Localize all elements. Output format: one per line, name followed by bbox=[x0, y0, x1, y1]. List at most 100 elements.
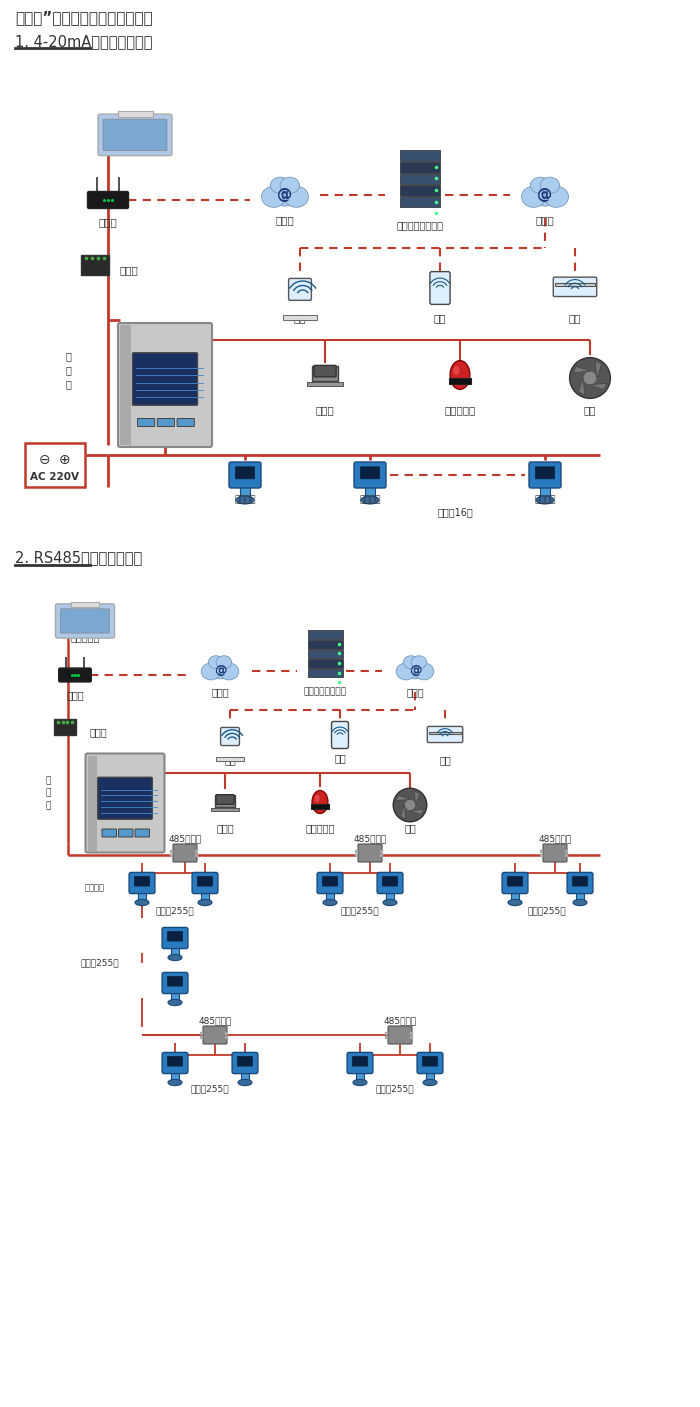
Text: 1. 4-20mA信号连接系统图: 1. 4-20mA信号连接系统图 bbox=[15, 34, 153, 49]
Ellipse shape bbox=[402, 657, 428, 678]
Ellipse shape bbox=[219, 663, 239, 680]
FancyBboxPatch shape bbox=[167, 976, 183, 986]
Bar bbox=[81, 255, 109, 274]
Text: 信号输出: 信号输出 bbox=[534, 495, 556, 505]
FancyBboxPatch shape bbox=[314, 366, 336, 377]
Circle shape bbox=[583, 371, 597, 386]
FancyBboxPatch shape bbox=[129, 872, 155, 893]
FancyBboxPatch shape bbox=[229, 461, 261, 488]
Ellipse shape bbox=[414, 663, 434, 680]
Bar bbox=[216, 757, 244, 761]
Text: 互联网: 互联网 bbox=[536, 215, 554, 225]
Text: 电脑: 电脑 bbox=[224, 756, 236, 765]
Text: 可连接255台: 可连接255台 bbox=[80, 958, 119, 968]
FancyBboxPatch shape bbox=[59, 668, 91, 682]
Ellipse shape bbox=[209, 656, 224, 668]
Bar bbox=[576, 892, 584, 902]
Text: 电脑: 电脑 bbox=[294, 312, 307, 324]
Bar bbox=[400, 173, 440, 184]
FancyBboxPatch shape bbox=[567, 872, 593, 893]
Bar bbox=[400, 186, 440, 196]
Ellipse shape bbox=[168, 954, 182, 961]
Text: 485中继器: 485中继器 bbox=[354, 834, 386, 844]
FancyBboxPatch shape bbox=[358, 844, 382, 862]
Text: @: @ bbox=[409, 664, 421, 677]
Bar bbox=[312, 805, 329, 809]
Bar bbox=[307, 640, 342, 649]
FancyBboxPatch shape bbox=[162, 972, 188, 993]
FancyBboxPatch shape bbox=[332, 722, 349, 749]
Ellipse shape bbox=[270, 177, 290, 193]
Ellipse shape bbox=[216, 656, 232, 668]
Bar bbox=[171, 992, 179, 1003]
Ellipse shape bbox=[168, 999, 182, 1006]
Text: ⊕: ⊕ bbox=[60, 453, 71, 467]
Text: 机气猫”系列带显示固定式检测仪: 机气猫”系列带显示固定式检测仪 bbox=[15, 10, 153, 25]
Text: 声光报警器: 声光报警器 bbox=[444, 405, 475, 415]
Ellipse shape bbox=[168, 1079, 182, 1086]
FancyBboxPatch shape bbox=[220, 727, 239, 746]
FancyBboxPatch shape bbox=[536, 467, 554, 478]
FancyBboxPatch shape bbox=[132, 353, 197, 405]
Text: 电磁阀: 电磁阀 bbox=[216, 823, 234, 833]
Circle shape bbox=[570, 357, 610, 398]
Ellipse shape bbox=[280, 177, 300, 193]
FancyBboxPatch shape bbox=[88, 191, 129, 208]
FancyBboxPatch shape bbox=[237, 1057, 253, 1067]
Text: 手机: 手机 bbox=[334, 753, 346, 763]
FancyBboxPatch shape bbox=[529, 461, 561, 488]
Bar bbox=[312, 366, 337, 381]
Polygon shape bbox=[578, 378, 584, 395]
Text: 485中继器: 485中继器 bbox=[538, 834, 572, 844]
Ellipse shape bbox=[284, 186, 309, 207]
Ellipse shape bbox=[262, 186, 286, 207]
Ellipse shape bbox=[396, 663, 416, 680]
Ellipse shape bbox=[314, 795, 320, 802]
Ellipse shape bbox=[450, 360, 470, 390]
FancyBboxPatch shape bbox=[135, 829, 150, 837]
FancyBboxPatch shape bbox=[417, 1052, 443, 1074]
Text: @: @ bbox=[214, 664, 226, 677]
Text: 信号输出: 信号输出 bbox=[234, 495, 255, 505]
Text: 风机: 风机 bbox=[584, 405, 596, 415]
FancyBboxPatch shape bbox=[55, 604, 115, 639]
Text: 单机版电脑: 单机版电脑 bbox=[70, 632, 99, 642]
Ellipse shape bbox=[236, 497, 254, 504]
Text: 终端: 终端 bbox=[568, 312, 581, 324]
Text: 通
讯
线: 通 讯 线 bbox=[46, 777, 50, 810]
Text: 路由器: 路由器 bbox=[99, 217, 118, 227]
Text: 485中继器: 485中继器 bbox=[169, 834, 202, 844]
Bar bbox=[171, 1072, 179, 1082]
FancyBboxPatch shape bbox=[235, 467, 255, 478]
FancyBboxPatch shape bbox=[118, 829, 133, 837]
FancyBboxPatch shape bbox=[288, 279, 312, 300]
Polygon shape bbox=[414, 791, 419, 805]
Ellipse shape bbox=[423, 1079, 437, 1086]
Bar bbox=[307, 668, 342, 677]
FancyBboxPatch shape bbox=[377, 872, 403, 893]
Ellipse shape bbox=[522, 186, 546, 207]
Polygon shape bbox=[573, 366, 590, 373]
Text: ⊖: ⊖ bbox=[39, 453, 51, 467]
Ellipse shape bbox=[531, 177, 550, 193]
FancyBboxPatch shape bbox=[173, 844, 197, 862]
Text: 互联网: 互联网 bbox=[406, 687, 424, 696]
FancyBboxPatch shape bbox=[427, 726, 463, 743]
Text: 安帕尔网络服务器: 安帕尔网络服务器 bbox=[304, 688, 346, 696]
Text: 终端: 终端 bbox=[439, 756, 451, 765]
Bar bbox=[215, 795, 235, 808]
FancyBboxPatch shape bbox=[85, 754, 164, 853]
Text: 信号输出: 信号输出 bbox=[85, 884, 105, 892]
Bar bbox=[171, 947, 179, 958]
Bar bbox=[88, 756, 97, 850]
Text: @: @ bbox=[538, 187, 552, 203]
Ellipse shape bbox=[201, 663, 220, 680]
Bar bbox=[386, 892, 394, 902]
Bar bbox=[211, 809, 239, 810]
Polygon shape bbox=[595, 360, 601, 378]
Bar bbox=[240, 485, 250, 499]
FancyBboxPatch shape bbox=[352, 1057, 368, 1067]
Bar bbox=[540, 485, 550, 499]
Bar bbox=[120, 325, 131, 445]
Bar bbox=[307, 630, 342, 639]
